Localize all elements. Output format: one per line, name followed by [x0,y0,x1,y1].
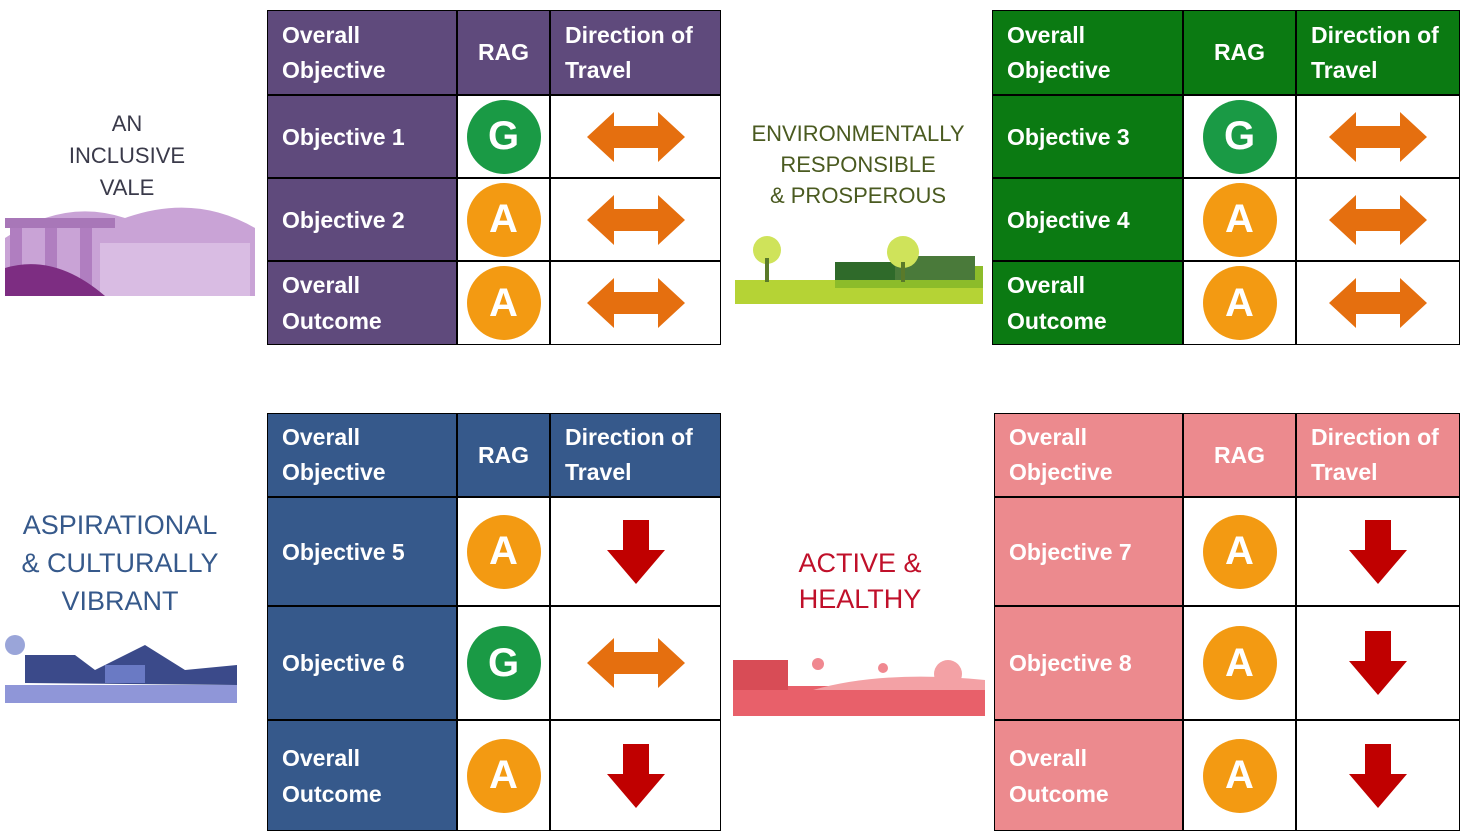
header-cell: Direction of Travel [1296,10,1460,95]
theme-line: ENVIRONMENTALLY [751,121,965,146]
rag-badge: A [466,738,541,813]
direction-arrow [586,638,685,688]
header-cell: RAG [1183,10,1296,95]
theme-line: & CULTURALLY [21,548,219,578]
illustration [735,236,983,304]
header-cell: Direction of Travel [550,10,721,95]
rag-cell: A [1183,261,1296,345]
direction-arrow [606,743,665,808]
direction-arrow [586,194,685,245]
direction-cell [550,95,721,178]
direction-cell [550,606,721,720]
rag-cell: A [1183,497,1296,606]
theme-line: RESPONSIBLE [780,152,936,177]
direction-cell [550,497,721,606]
row-label: Objective 5 [267,497,457,606]
theme-line: VIBRANT [61,586,179,616]
rag-cell: G [457,95,550,178]
direction-cell [1296,178,1460,261]
row-label: Objective 7 [994,497,1183,606]
direction-cell [550,720,721,831]
rag-cell: A [1183,178,1296,261]
direction-cell [1296,261,1460,345]
direction-cell [1296,720,1460,831]
direction-arrow [606,519,665,584]
theme-line: AN [111,111,143,136]
header-cell: RAG [1183,413,1296,497]
row-label: Objective 3 [992,95,1183,178]
theme-line: & PROSPEROUS [769,183,947,208]
rag-badge: A [466,182,541,257]
row-label: Objective 1 [267,95,457,178]
row-label: Objective 2 [267,178,457,261]
header-cell: Overall Objective [994,413,1183,497]
rag-badge: A [1202,514,1277,589]
header-cell: RAG [457,10,550,95]
header-cell: Overall Objective [992,10,1183,95]
rag-cell: G [1183,95,1296,178]
theme-title: ENVIRONMENTALLY RESPONSIBLE & PROSPEROUS [728,118,988,211]
row-label: Objective 6 [267,606,457,720]
direction-cell [550,178,721,261]
direction-arrow [1349,631,1407,695]
rag-badge: A [1202,738,1277,813]
header-cell: RAG [457,413,550,497]
theme-line: HEALTHY [798,584,922,614]
rag-cell: A [457,497,550,606]
direction-arrow [586,111,685,162]
theme-title: AN INCLUSIVE VALE [2,108,252,204]
rag-badge: A [466,514,541,589]
direction-arrow [1349,743,1407,808]
direction-arrow [1329,278,1427,328]
row-label: Overall Outcome [992,261,1183,345]
row-label: Objective 4 [992,178,1183,261]
rag-cell: A [1183,720,1296,831]
rag-badge: A [1202,626,1277,700]
row-label: Overall Outcome [994,720,1183,831]
rag-cell: G [457,606,550,720]
direction-arrow [586,278,685,328]
row-label: Overall Outcome [267,720,457,831]
row-label: Overall Outcome [267,261,457,345]
direction-cell [1296,497,1460,606]
row-label: Objective 8 [994,606,1183,720]
direction-cell [1296,95,1460,178]
rag-badge: G [466,626,541,700]
theme-line: ACTIVE & [798,548,922,578]
theme-title: ASPIRATIONAL & CULTURALLY VIBRANT [0,506,240,620]
illustration [5,207,255,296]
rag-badge: G [466,99,541,174]
rag-badge: A [1202,266,1277,340]
header-cell: Direction of Travel [1296,413,1460,497]
rag-cell: A [457,178,550,261]
illustration [5,635,237,703]
theme-line: VALE [99,175,155,200]
direction-cell [1296,606,1460,720]
theme-line: ASPIRATIONAL [22,510,218,540]
direction-cell [550,261,721,345]
rag-badge: G [1202,99,1277,174]
header-cell: Overall Objective [267,413,457,497]
theme-title: ACTIVE & HEALTHY [740,545,980,617]
header-cell: Overall Objective [267,10,457,95]
rag-cell: A [457,720,550,831]
header-cell: Direction of Travel [550,413,721,497]
direction-arrow [1329,194,1427,245]
direction-arrow [1329,111,1427,162]
direction-arrow [1349,519,1407,584]
rag-badge: A [1202,182,1277,257]
illustration [733,658,985,716]
rag-badge: A [466,266,541,340]
theme-line: INCLUSIVE [68,143,186,168]
rag-cell: A [457,261,550,345]
rag-cell: A [1183,606,1296,720]
